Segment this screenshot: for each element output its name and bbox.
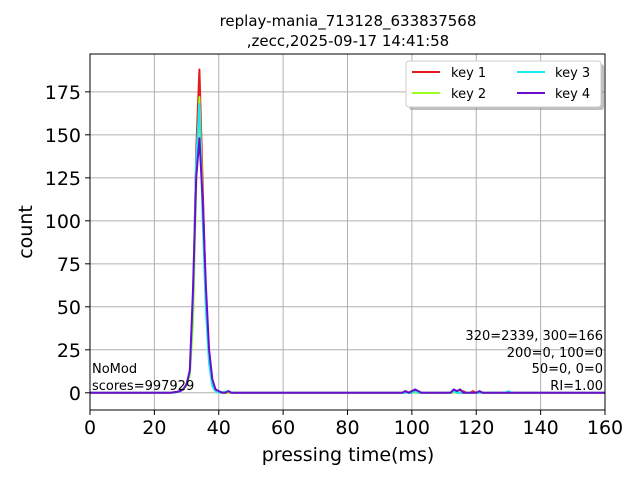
x-tick-label: 60 <box>271 417 295 439</box>
y-tick-label: 150 <box>45 125 81 147</box>
grid <box>89 54 606 410</box>
y-tick-label: 175 <box>45 82 81 104</box>
legend-label-key-1: key 1 <box>451 66 486 81</box>
y-tick-label: 25 <box>57 340 81 362</box>
x-tick-label: 80 <box>335 417 359 439</box>
y-axis-label: count <box>15 205 37 259</box>
y-tick-label: 50 <box>57 297 81 319</box>
ri-value: RI=1.00 <box>550 379 603 394</box>
y-tick-label: 125 <box>45 168 81 190</box>
judgement-line-3: 50=0, 0=0 <box>532 362 603 377</box>
mod-annotation: NoMod <box>92 362 137 377</box>
legend: key 1 key 2 key 3 key 4 <box>405 60 604 110</box>
x-tick-label: 0 <box>84 417 96 439</box>
x-tick-label: 40 <box>207 417 231 439</box>
series-lines <box>90 68 605 394</box>
x-tick-label: 140 <box>522 417 558 439</box>
x-axis-label: pressing time(ms) <box>262 444 435 466</box>
x-tick-label: 160 <box>587 417 623 439</box>
chart-title-line1: replay-mania_713128_633837568 <box>220 12 477 31</box>
legend-label-key-3: key 3 <box>555 66 590 81</box>
y-tick-label: 0 <box>69 383 81 405</box>
legend-label-key-2: key 2 <box>451 87 486 102</box>
x-tick-label: 100 <box>394 417 430 439</box>
judgement-line-1: 320=2339, 300=166 <box>465 329 603 344</box>
x-tick-label: 20 <box>142 417 166 439</box>
series-line-key-4 <box>90 137 605 394</box>
legend-label-key-4: key 4 <box>555 87 590 102</box>
judgement-line-2: 200=0, 100=0 <box>507 346 603 361</box>
y-tick-label: 100 <box>45 211 81 233</box>
axis-ticks: 0 20 40 60 80 100 120 140 160 0 25 50 75 100 125 150 175 <box>45 82 623 439</box>
score-annotation: scores=997929 <box>92 379 194 394</box>
y-tick-label: 75 <box>57 254 81 276</box>
x-tick-label: 120 <box>458 417 494 439</box>
chart-title-line2: ,zecc,2025-09-17 14:41:58 <box>247 32 449 50</box>
